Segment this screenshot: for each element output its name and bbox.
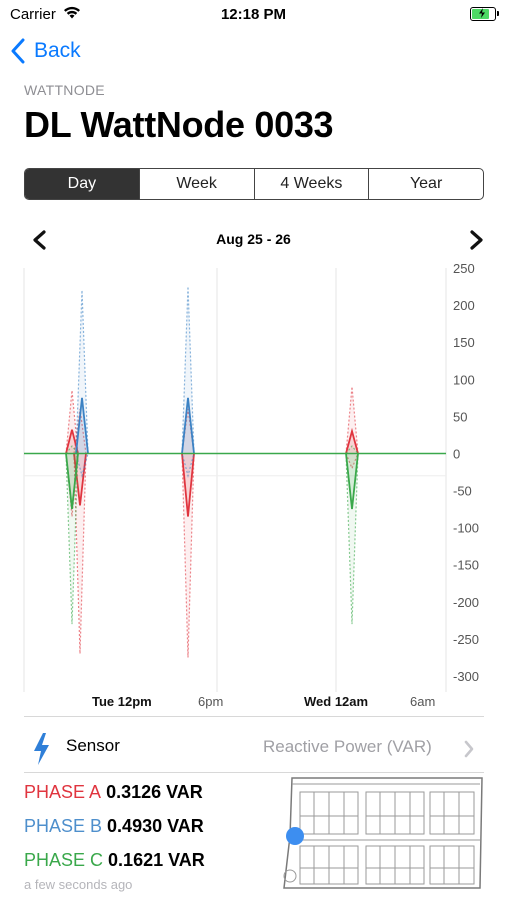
divider	[24, 716, 484, 717]
y-tick-label: -50	[453, 484, 472, 499]
status-time: 12:18 PM	[220, 6, 287, 23]
floor-plan-map[interactable]	[270, 776, 485, 890]
y-tick-label: 100	[453, 372, 475, 387]
page-title: DL WattNode 0033	[24, 104, 334, 145]
battery-icon	[470, 7, 496, 21]
back-label: Back	[34, 39, 81, 62]
phase-a-reading: PHASE A 0.3126 VAR	[24, 782, 203, 803]
divider	[24, 772, 484, 773]
y-tick-label: 250	[453, 261, 475, 276]
reactive-power-chart[interactable]: 250 200 150 100 50 0 -50 -100 -150 -200 -250 -300 Tu…	[0, 256, 507, 716]
y-tick-label: -200	[453, 595, 479, 610]
period-segmented-control: Day Week 4 Weeks Year	[24, 168, 484, 200]
series-envelope	[65, 445, 79, 625]
next-period-button[interactable]	[464, 228, 488, 252]
phase-c-value: 0.1621 VAR	[108, 850, 205, 870]
phase-a-label: PHASE A	[24, 782, 102, 802]
back-button[interactable]: Back	[10, 38, 81, 64]
series-average	[181, 453, 195, 517]
x-tick-label: 6pm	[198, 694, 223, 709]
y-tick-label: 200	[453, 298, 475, 313]
segment-day[interactable]: Day	[25, 169, 139, 199]
phase-c-reading: PHASE C 0.1621 VAR	[24, 850, 205, 871]
series-average	[75, 397, 89, 454]
segment-4-weeks[interactable]: 4 Weeks	[253, 169, 369, 199]
y-tick-label: -150	[453, 558, 479, 573]
wifi-icon	[64, 6, 81, 19]
series-average	[65, 453, 79, 510]
phase-b-value: 0.4930 VAR	[107, 816, 204, 836]
previous-period-button[interactable]	[28, 228, 52, 252]
y-tick-label: -100	[453, 521, 479, 536]
last-updated-label: a few seconds ago	[24, 877, 133, 892]
y-tick-label: 150	[453, 335, 475, 350]
series-average	[345, 453, 359, 510]
series-envelope	[345, 445, 359, 625]
segment-week[interactable]: Week	[138, 169, 254, 199]
segment-year[interactable]: Year	[368, 169, 483, 199]
phase-c-label: PHASE C	[24, 850, 104, 870]
chevron-left-icon	[11, 38, 25, 64]
date-range-label: Aug 25 - 26	[216, 231, 291, 247]
sensor-label: Sensor	[66, 736, 120, 755]
battery-cap	[497, 11, 499, 16]
series-average	[345, 427, 359, 454]
y-tick-label: 50	[453, 409, 467, 424]
carrier-label: Carrier	[10, 6, 81, 23]
y-tick-label: -300	[453, 669, 479, 684]
x-tick-label: Wed 12am	[304, 694, 368, 709]
sensor-value: Reactive Power (VAR)	[263, 737, 432, 756]
chevron-right-icon	[464, 740, 474, 758]
phase-b-label: PHASE B	[24, 816, 103, 836]
y-tick-label: -250	[453, 632, 479, 647]
series-envelope	[345, 386, 359, 470]
x-tick-label: Tue 12pm	[92, 694, 152, 709]
series-average	[181, 397, 195, 454]
device-type-label: WATTNODE	[24, 82, 105, 98]
x-tick-label: 6am	[410, 694, 435, 709]
lightning-bolt-icon	[34, 733, 49, 765]
sensor-location-marker[interactable]	[286, 827, 304, 845]
phase-a-value: 0.3126 VAR	[106, 782, 203, 802]
phase-b-reading: PHASE B 0.4930 VAR	[24, 816, 204, 837]
y-tick-label: 0	[453, 446, 460, 461]
